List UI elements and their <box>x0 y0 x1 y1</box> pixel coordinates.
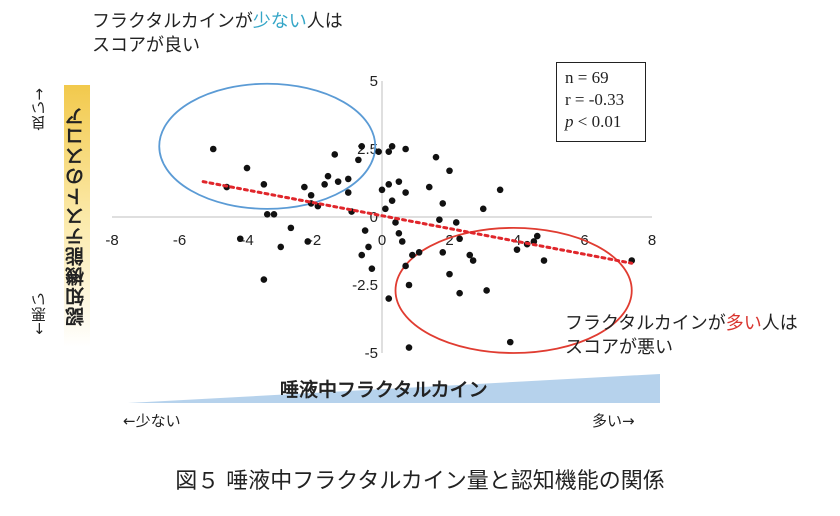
data-point <box>436 216 443 224</box>
data-point <box>236 235 244 243</box>
data-point <box>263 210 271 218</box>
x-tick-label: -8 <box>105 232 118 249</box>
data-point <box>361 227 369 234</box>
annotation-top-left: フラクタルカインが少ない人は スコアが良い <box>92 11 343 56</box>
data-point <box>375 148 382 156</box>
data-point <box>385 295 393 302</box>
y-bad-label: ←悪い <box>30 292 48 335</box>
data-point <box>358 142 366 150</box>
data-point <box>452 219 460 226</box>
data-point <box>432 153 440 161</box>
annotation-bottom-right: フラクタルカインが多い人は スコアが悪い <box>565 313 798 358</box>
data-point <box>260 181 268 188</box>
data-point <box>382 205 389 213</box>
y-axis-label: 認知機能テストのスコア <box>65 106 87 326</box>
y-tick-label: -5 <box>365 345 378 362</box>
data-point <box>506 338 514 346</box>
data-point <box>334 178 342 185</box>
data-point <box>469 257 477 264</box>
data-point <box>405 344 413 351</box>
data-point <box>415 249 423 256</box>
x-more-label: 多い→ <box>592 412 635 430</box>
highlight-ellipse <box>158 82 377 210</box>
y-tick-label: 0 <box>370 209 378 226</box>
stat-r: r = -0.33 <box>565 90 625 109</box>
data-point <box>287 224 295 232</box>
data-point <box>456 289 463 297</box>
data-point <box>365 243 372 251</box>
x-scale-wedge <box>128 374 660 403</box>
x-tick-label: 8 <box>648 232 656 249</box>
data-point <box>533 232 541 240</box>
highlight-ellipse <box>394 226 633 354</box>
data-point <box>243 164 251 172</box>
data-point <box>344 189 352 196</box>
data-point <box>385 181 393 188</box>
y-good-label: 良い→ <box>30 88 48 131</box>
x-axis-label: 唾液中フラクタルカイン <box>280 379 488 401</box>
data-point <box>456 235 463 243</box>
data-point <box>270 210 278 218</box>
data-point <box>479 205 487 213</box>
data-point <box>304 238 312 245</box>
x-tick-label: -2 <box>308 232 321 249</box>
data-point <box>425 183 433 191</box>
data-point <box>388 142 396 150</box>
data-point <box>355 156 362 164</box>
data-point <box>398 238 406 245</box>
data-point <box>388 197 396 204</box>
data-point <box>466 251 474 259</box>
x-less-label: ←少ない <box>123 412 181 430</box>
ylabel-bar <box>64 85 90 347</box>
data-point <box>402 189 409 196</box>
data-point <box>446 167 453 175</box>
trend-line <box>201 180 634 265</box>
data-point <box>402 145 409 153</box>
data-point <box>378 186 386 194</box>
data-point <box>344 175 352 183</box>
data-point <box>321 181 328 188</box>
stats-box: n = 69 r = -0.33 p < 0.01 <box>556 62 646 142</box>
data-point <box>307 191 315 199</box>
data-point <box>324 172 332 180</box>
data-point <box>392 219 399 226</box>
data-point <box>530 238 538 245</box>
data-point <box>368 265 376 272</box>
stat-p: p < 0.01 <box>565 112 622 131</box>
x-tick-label: 2 <box>445 232 453 249</box>
data-point <box>277 243 285 251</box>
data-point <box>209 145 217 153</box>
data-point <box>260 276 268 283</box>
data-point <box>385 148 393 156</box>
data-point <box>540 257 548 264</box>
data-point <box>513 246 521 253</box>
data-point <box>496 186 504 194</box>
data-point <box>446 270 453 278</box>
y-tick-label: -2.5 <box>352 277 378 294</box>
data-point <box>483 287 490 294</box>
data-point <box>331 151 339 158</box>
data-point <box>439 200 447 207</box>
stat-n: n = 69 <box>565 68 609 87</box>
x-tick-label: 0 <box>378 232 386 249</box>
data-point <box>409 251 416 259</box>
figure-caption: 図５ 唾液中フラクタルカイン量と認知機能の関係 <box>175 469 665 494</box>
data-point <box>405 281 413 289</box>
x-tick-label: 4 <box>513 232 521 249</box>
data-point <box>439 249 447 256</box>
data-point <box>301 183 308 191</box>
data-point <box>358 251 366 259</box>
x-tick-label: -4 <box>240 232 253 249</box>
y-tick-label: 5 <box>370 73 378 90</box>
data-point <box>395 178 403 185</box>
x-tick-label: -6 <box>173 232 186 249</box>
data-point <box>402 262 409 270</box>
data-point <box>395 230 403 237</box>
